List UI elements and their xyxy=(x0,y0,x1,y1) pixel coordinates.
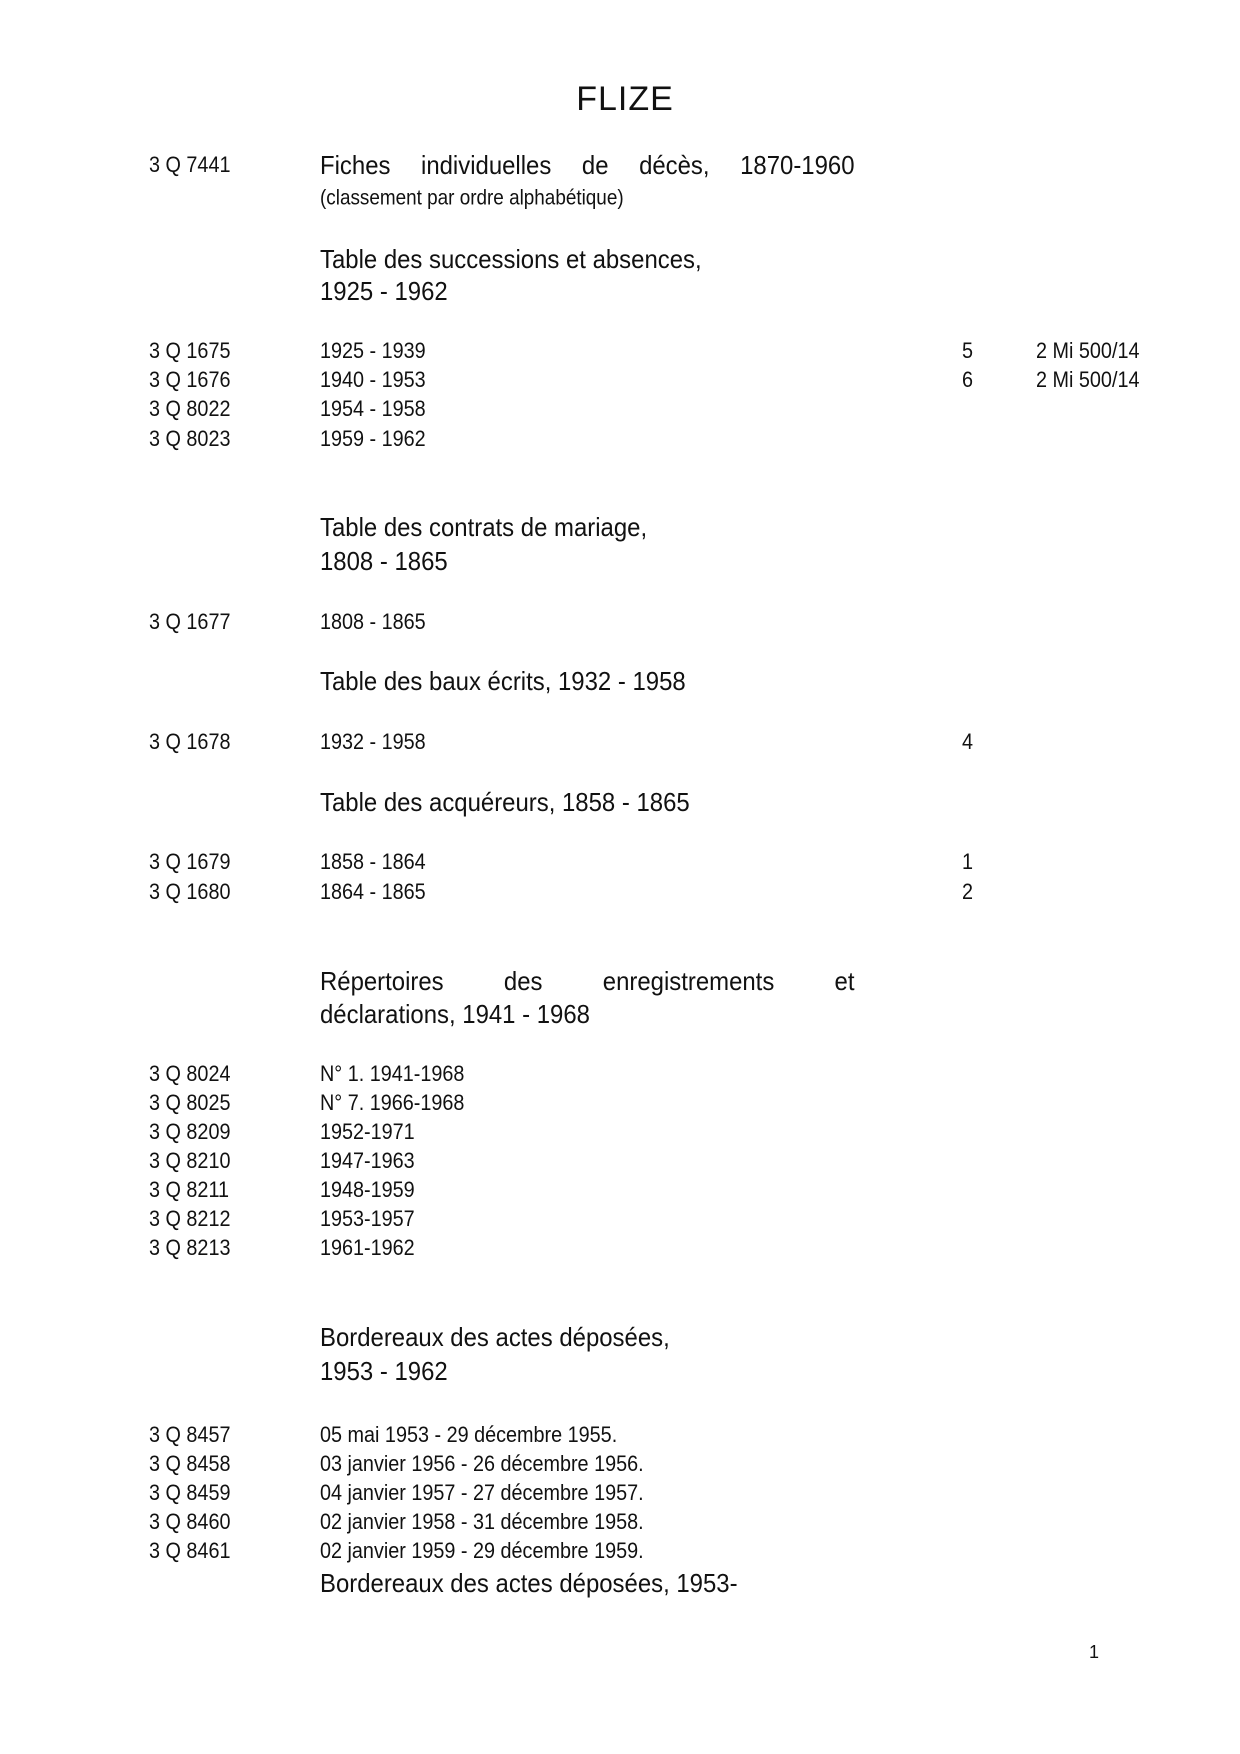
row-dates: 02 janvier 1959 - 29 décembre 1959. xyxy=(320,1538,644,1563)
row-dates: 02 janvier 1958 - 31 décembre 1958. xyxy=(320,1509,644,1534)
row-code: 3 Q 8025 xyxy=(149,1090,231,1115)
row-number: 1 xyxy=(962,849,974,874)
page-number: 1 xyxy=(1089,1642,1100,1662)
row-code: 3 Q 8024 xyxy=(149,1061,231,1086)
row-number: 5 xyxy=(962,338,974,363)
section-note: (classement par ordre alphabétique) xyxy=(320,186,624,210)
heading-word: et xyxy=(834,966,855,996)
row-dates: 04 janvier 1957 - 27 décembre 1957. xyxy=(320,1480,644,1505)
row-code: 3 Q 8460 xyxy=(149,1509,231,1534)
row-dates: 1864 - 1865 xyxy=(320,879,426,904)
row-dates: 1948-1959 xyxy=(320,1177,415,1202)
row-code: 3 Q 8210 xyxy=(149,1148,231,1173)
entry-code: 3 Q 7441 xyxy=(149,152,231,177)
section-heading: déclarations, 1941 - 1968 xyxy=(320,999,590,1029)
row-dates: N° 1. 1941-1968 xyxy=(320,1061,465,1086)
row-code: 3 Q 8212 xyxy=(149,1206,231,1231)
row-dates: 1959 - 1962 xyxy=(320,426,426,451)
heading-word: individuelles xyxy=(421,150,552,180)
row-code: 3 Q 8023 xyxy=(149,426,231,451)
row-dates: 05 mai 1953 - 29 décembre 1955. xyxy=(320,1422,618,1447)
row-dates: 03 janvier 1956 - 26 décembre 1956. xyxy=(320,1451,644,1476)
page-title: FLIZE xyxy=(576,80,674,118)
row-code: 3 Q 1680 xyxy=(149,879,231,904)
row-code: 3 Q 8211 xyxy=(149,1177,230,1202)
section-heading: Répertoires des enregistrements et xyxy=(320,968,855,994)
row-microfilm-ref: 2 Mi 500/14 xyxy=(1036,338,1140,363)
section-heading: Table des successions et absences, xyxy=(320,244,702,274)
heading-word: décès, xyxy=(639,150,710,180)
section-heading: Table des acquéreurs, 1858 - 1865 xyxy=(320,787,690,817)
row-code: 3 Q 1675 xyxy=(149,338,231,363)
row-code: 3 Q 8459 xyxy=(149,1480,231,1505)
row-dates: 1952-1971 xyxy=(320,1119,415,1144)
section-heading: 1808 - 1865 xyxy=(320,546,448,576)
section-heading: Table des baux écrits, 1932 - 1958 xyxy=(320,666,686,696)
row-code: 3 Q 8022 xyxy=(149,396,231,421)
heading-word: enregistrements xyxy=(602,966,775,996)
row-code: 3 Q 8458 xyxy=(149,1451,231,1476)
row-dates: 1961-1962 xyxy=(320,1235,415,1260)
row-code: 3 Q 1678 xyxy=(149,729,231,754)
row-dates: 1858 - 1864 xyxy=(320,849,426,874)
row-dates: 1932 - 1958 xyxy=(320,729,426,754)
heading-word: des xyxy=(503,966,543,996)
row-dates: N° 7. 1966-1968 xyxy=(320,1090,465,1115)
row-number: 4 xyxy=(962,729,974,754)
section-heading: Table des contrats de mariage, xyxy=(320,512,648,542)
row-dates: 1808 - 1865 xyxy=(320,609,426,634)
row-dates: 1954 - 1958 xyxy=(320,396,426,421)
section-heading: Fiches individuelles de décès, 1870-1960 xyxy=(320,152,855,178)
row-code: 3 Q 8213 xyxy=(149,1235,231,1260)
row-code: 3 Q 8457 xyxy=(149,1422,231,1447)
heading-word: Fiches xyxy=(320,150,391,180)
row-code: 3 Q 1676 xyxy=(149,367,231,392)
row-dates: 1953-1957 xyxy=(320,1206,415,1231)
section-heading: 1953 - 1962 xyxy=(320,1356,448,1386)
section-heading: Bordereaux des actes déposées, 1953- xyxy=(320,1568,738,1598)
heading-word: de xyxy=(581,150,609,180)
row-number: 2 xyxy=(962,879,974,904)
row-microfilm-ref: 2 Mi 500/14 xyxy=(1036,367,1140,392)
row-number: 6 xyxy=(962,367,974,392)
row-dates: 1925 - 1939 xyxy=(320,338,426,363)
row-code: 3 Q 8209 xyxy=(149,1119,231,1144)
row-dates: 1940 - 1953 xyxy=(320,367,426,392)
section-heading: 1925 - 1962 xyxy=(320,276,448,306)
section-heading: Bordereaux des actes déposées, xyxy=(320,1322,670,1352)
row-code: 3 Q 8461 xyxy=(149,1538,231,1563)
row-code: 3 Q 1679 xyxy=(149,849,231,874)
heading-word: Répertoires xyxy=(320,966,444,996)
row-dates: 1947-1963 xyxy=(320,1148,415,1173)
row-code: 3 Q 1677 xyxy=(149,609,231,634)
heading-word: 1870-1960 xyxy=(740,150,855,180)
